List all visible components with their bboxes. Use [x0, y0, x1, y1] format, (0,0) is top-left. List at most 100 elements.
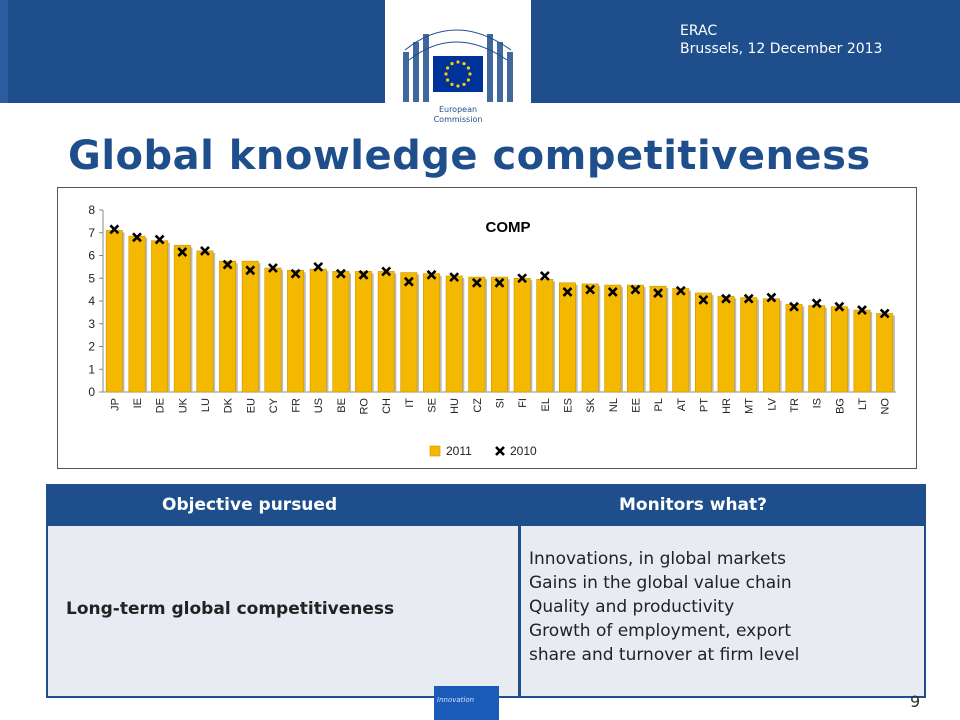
- bar-SI: [491, 276, 508, 393]
- marker-CH: [381, 266, 392, 277]
- x-tick-label: PL: [653, 398, 665, 411]
- marker-CY: [268, 263, 278, 273]
- x-tick-label: LT: [857, 398, 869, 410]
- marker-TR: [789, 301, 799, 312]
- bar-IE: [128, 235, 146, 393]
- x-tick-label: LU: [200, 398, 212, 412]
- legend-marker-2010: [495, 446, 505, 456]
- x-tick-label: JP: [109, 398, 121, 411]
- bar-EU: [241, 260, 259, 393]
- marker-CZ: [471, 277, 482, 288]
- event-place-date: Brussels, 12 December 2013: [680, 41, 883, 57]
- marker-SE: [426, 269, 437, 280]
- x-tick-label: CZ: [472, 398, 484, 413]
- x-tick-label: BE: [336, 398, 348, 413]
- x-tick-label: IT: [404, 398, 416, 408]
- x-tick-label: MT: [744, 398, 756, 414]
- bar-CH: [377, 271, 395, 393]
- bar-US: [309, 268, 327, 393]
- marker-ES: [562, 286, 573, 297]
- monitor-item: share and turnover at firm level: [529, 645, 800, 665]
- marker-EE: [630, 284, 641, 295]
- y-tick-label: 5: [88, 271, 95, 285]
- marker-BG: [834, 301, 845, 312]
- header-edge: [0, 0, 8, 103]
- x-tick-label: EU: [245, 398, 257, 413]
- bar-JP: [105, 230, 123, 393]
- objective-table: Objective pursued Monitors what? Long-te…: [46, 484, 926, 698]
- x-tick-label: FI: [517, 398, 529, 408]
- bar-ES: [559, 282, 576, 393]
- marker-HU: [449, 272, 460, 283]
- marker-SI: [494, 277, 505, 288]
- y-tick-label: 8: [88, 203, 95, 217]
- monitor-item: Growth of employment, export: [529, 621, 792, 641]
- x-tick-label: NL: [608, 398, 620, 412]
- monitor-item: Innovations, in global markets: [529, 549, 787, 569]
- x-tick-label: IS: [812, 398, 824, 408]
- bar-IS: [808, 305, 826, 393]
- x-tick-label: NO: [880, 398, 892, 415]
- x-tick-label: IE: [132, 398, 144, 408]
- x-tick-label: HR: [721, 398, 733, 414]
- bar-RO: [355, 271, 373, 393]
- marker-PT: [698, 294, 709, 305]
- x-tick-label: ES: [562, 398, 574, 413]
- logo-text-1: European: [439, 105, 477, 114]
- bar-CZ: [468, 276, 486, 393]
- x-tick-label: CH: [381, 398, 393, 414]
- marker-RO: [358, 269, 369, 280]
- bar-AT: [672, 288, 690, 393]
- marker-LV: [766, 292, 777, 303]
- chart-frame: 0 1 2 3 4 5 6 7 8 JP IE DE UK LU DK EU CY FR US BE RO CH IT SE H…: [57, 187, 917, 469]
- x-tick-label: UK: [177, 397, 189, 413]
- bar-HR: [717, 296, 735, 393]
- y-tick-label: 2: [88, 340, 95, 354]
- marker-AT: [675, 285, 686, 296]
- marker-MT: [743, 293, 754, 304]
- bar-LU: [196, 250, 214, 393]
- monitor-item: Quality and productivity: [529, 597, 735, 617]
- marker-IE: [132, 232, 142, 243]
- bar-EE: [626, 284, 644, 393]
- bar-PT: [694, 292, 712, 393]
- bar-SK: [581, 283, 599, 393]
- x-tick-label: SE: [427, 398, 439, 413]
- marker-IT: [403, 276, 414, 287]
- chart-title: COMP: [486, 219, 531, 236]
- x-tick-label: DK: [223, 397, 235, 413]
- marker-EL: [539, 271, 550, 281]
- bar-LV: [762, 298, 780, 393]
- y-tick-label: 4: [88, 294, 95, 308]
- marker-PL: [653, 288, 664, 298]
- column-divider: [518, 526, 521, 698]
- marker-DK: [222, 259, 233, 270]
- marker-FR: [290, 268, 301, 279]
- y-tick-label: 1: [88, 362, 95, 376]
- marker-LU: [200, 246, 210, 256]
- marker-NO: [879, 308, 890, 319]
- x-tick-label: LV: [766, 397, 778, 410]
- monitors-cell: Innovations, in global markets Gains in …: [529, 547, 799, 667]
- legend-label-2011: 2011: [446, 444, 472, 458]
- footer-label: Innovation: [437, 696, 475, 704]
- page-title: Global knowledge competitiveness: [68, 133, 871, 179]
- bar-NO: [876, 313, 894, 393]
- x-tick-label: FR: [291, 398, 303, 413]
- marker-US: [313, 261, 324, 272]
- marker-IS: [811, 298, 822, 309]
- marker-JP: [109, 224, 120, 235]
- x-tick-label: DE: [155, 398, 167, 413]
- bar-EL: [536, 279, 554, 393]
- legend-swatch-2011: [429, 445, 441, 457]
- bar-IT: [400, 272, 418, 393]
- bar-BE: [332, 271, 350, 393]
- x-tick-label: US: [313, 398, 325, 413]
- bar-MT: [740, 297, 758, 393]
- event-info: ERAC Brussels, 12 December 2013: [680, 22, 882, 58]
- legend-label-2010: 2010: [510, 444, 537, 458]
- bar-CY: [264, 267, 282, 393]
- bar-HU: [445, 275, 463, 393]
- objective-cell: Long-term global competitiveness: [66, 599, 395, 619]
- ec-logo: European Commission: [385, 0, 531, 132]
